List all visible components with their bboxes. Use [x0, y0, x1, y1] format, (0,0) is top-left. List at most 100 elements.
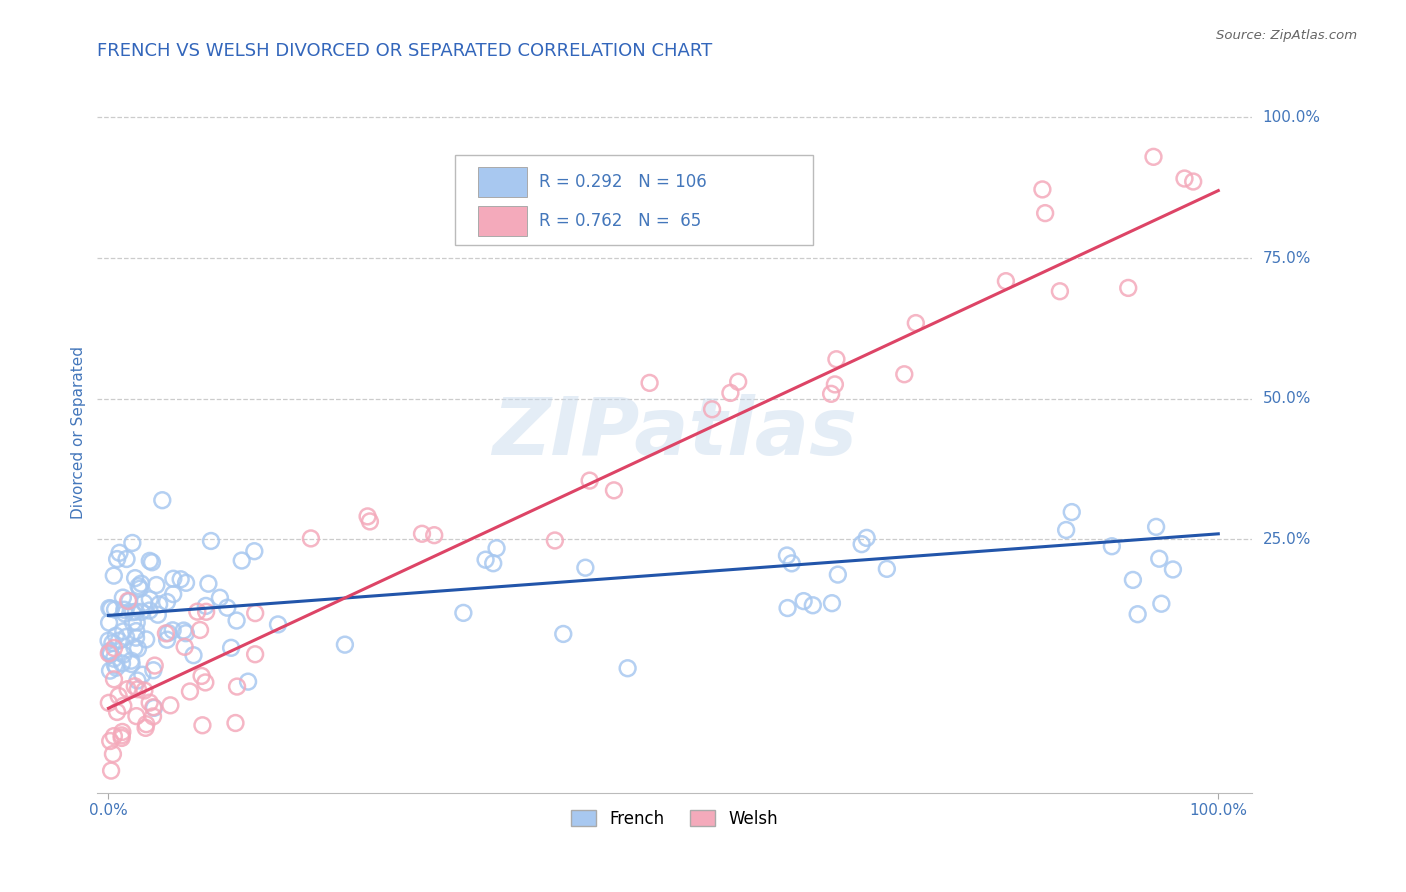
Point [143, 658, 166, 673]
Point [267, 617, 290, 632]
Point [114, 607, 136, 621]
Point [124, 640, 146, 655]
Point [851, 537, 873, 551]
Point [108, 633, 131, 648]
Point [104, 657, 127, 672]
Point [183, 648, 205, 663]
Point [103, 729, 125, 743]
Point [141, 555, 163, 569]
Point [107, 689, 129, 703]
Point [356, 509, 378, 524]
Point [1031, 182, 1053, 196]
Point [1060, 505, 1083, 519]
Point [146, 607, 169, 622]
Point [103, 651, 125, 665]
Point [145, 578, 167, 592]
Point [132, 596, 155, 610]
Point [117, 594, 139, 608]
Point [98, 645, 121, 659]
Point [1101, 539, 1123, 553]
Point [159, 698, 181, 713]
Point [188, 623, 211, 637]
Point [174, 626, 197, 640]
Point [876, 562, 898, 576]
Point [157, 626, 180, 640]
Point [219, 640, 242, 655]
Point [115, 630, 138, 644]
Point [111, 731, 134, 745]
Point [121, 536, 143, 550]
Point [148, 597, 170, 611]
Point [776, 549, 799, 563]
Point [423, 528, 446, 542]
Point [482, 556, 505, 570]
Point [142, 663, 165, 677]
Point [236, 674, 259, 689]
Point [103, 640, 125, 655]
Point [333, 638, 356, 652]
Point [299, 532, 322, 546]
Point [125, 631, 148, 645]
Point [112, 648, 135, 662]
Point [1126, 607, 1149, 622]
Text: 100.0%: 100.0% [1263, 110, 1320, 125]
Point [825, 352, 848, 367]
Point [98, 664, 121, 678]
Point [111, 728, 134, 742]
Point [128, 579, 150, 593]
Point [474, 552, 496, 566]
Point [195, 605, 218, 619]
Point [128, 582, 150, 596]
Point [827, 567, 849, 582]
Point [1182, 175, 1205, 189]
Point [578, 474, 600, 488]
Point [118, 594, 141, 608]
Point [97, 647, 120, 661]
Point [574, 560, 596, 574]
Point [821, 596, 844, 610]
Point [124, 571, 146, 585]
Point [103, 568, 125, 582]
Point [155, 626, 177, 640]
Point [544, 533, 567, 548]
Point [243, 647, 266, 661]
Point [855, 531, 877, 545]
Point [156, 595, 179, 609]
Point [122, 615, 145, 630]
Point [143, 701, 166, 715]
Point [616, 661, 638, 675]
Point [727, 375, 749, 389]
Point [108, 546, 131, 560]
Point [98, 615, 121, 630]
Text: Source: ZipAtlas.com: Source: ZipAtlas.com [1216, 29, 1357, 42]
Point [105, 552, 128, 566]
Point [117, 682, 139, 697]
Point [120, 654, 142, 668]
Point [1054, 523, 1077, 537]
Point [793, 594, 815, 608]
Point [138, 603, 160, 617]
Point [231, 553, 253, 567]
Point [142, 700, 165, 714]
Text: R = 0.762   N =  65: R = 0.762 N = 65 [540, 212, 702, 230]
Point [225, 614, 247, 628]
Point [453, 606, 475, 620]
Point [194, 599, 217, 613]
Point [1173, 171, 1195, 186]
Point [115, 552, 138, 566]
Point [97, 633, 120, 648]
Point [718, 385, 741, 400]
Point [142, 709, 165, 723]
Point [112, 698, 135, 713]
Point [780, 557, 803, 571]
Point [1049, 285, 1071, 299]
Point [893, 368, 915, 382]
Point [111, 657, 134, 671]
Point [200, 533, 222, 548]
Point [111, 591, 134, 605]
Point [125, 709, 148, 723]
Point [904, 316, 927, 330]
Point [1142, 150, 1164, 164]
Point [173, 640, 195, 654]
Point [127, 673, 149, 688]
